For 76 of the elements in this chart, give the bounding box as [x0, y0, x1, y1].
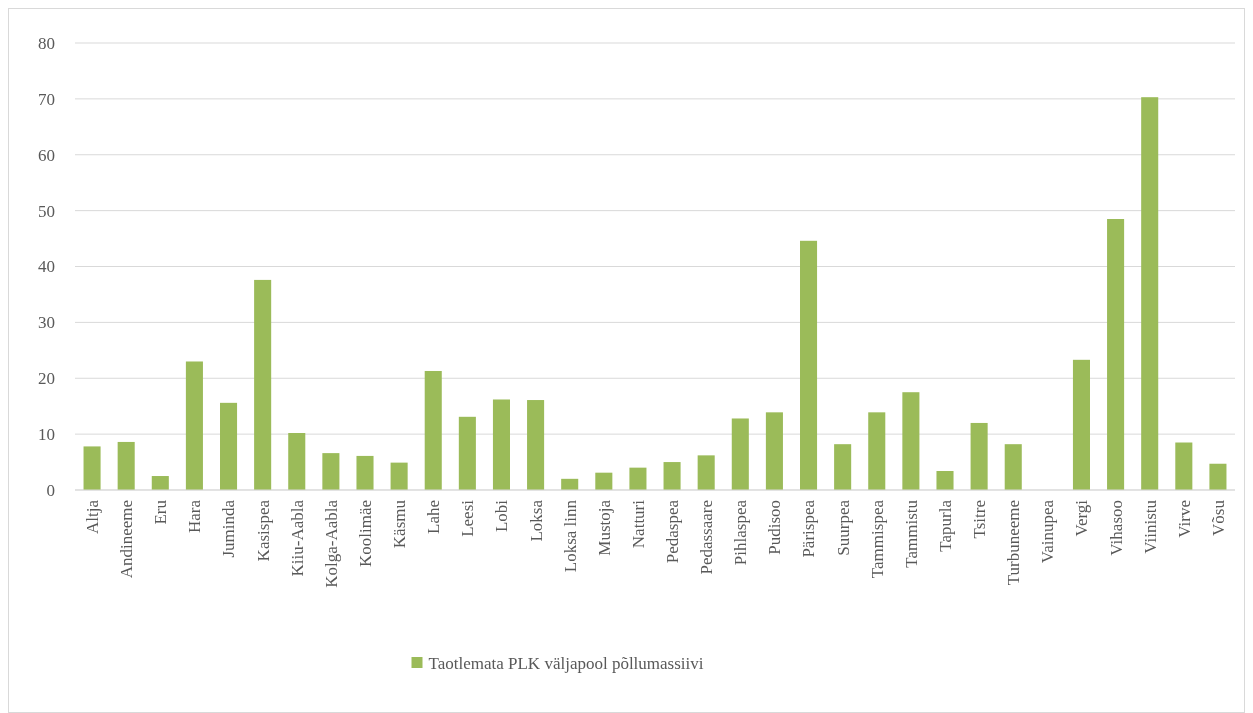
x-tick-label: Tammistu: [901, 499, 921, 568]
bar: [902, 392, 920, 490]
x-tick-label: Juminda: [219, 499, 239, 558]
y-tick-label: 20: [38, 369, 55, 389]
bar: [220, 402, 238, 490]
bar: [527, 400, 545, 490]
y-tick-label: 70: [38, 89, 55, 109]
x-tick-label: Kolga-Aabla: [321, 499, 341, 588]
bar: [663, 462, 681, 490]
bar: [424, 370, 442, 490]
y-tick-label: 60: [38, 145, 55, 165]
bar: [834, 444, 852, 490]
bar: [1107, 219, 1125, 490]
x-tick-label: Tsitre: [970, 500, 990, 539]
y-tick-label: 80: [38, 33, 55, 53]
x-tick-label: Kiiu-Aabla: [287, 499, 307, 577]
x-tick-label: Vainupea: [1038, 499, 1058, 564]
y-tick-label: 0: [46, 480, 55, 500]
x-tick-label: Viinistu: [1140, 499, 1160, 554]
bar: [356, 455, 374, 490]
x-tick-label: Mustoja: [594, 499, 614, 556]
bar: [868, 412, 886, 490]
bar: [288, 433, 306, 490]
x-tick-label: Pärispea: [799, 499, 819, 558]
x-tick-label: Eru: [151, 499, 171, 525]
x-tick-label: Suurpea: [833, 499, 853, 556]
x-tick-label: Tammispea: [867, 499, 887, 579]
x-tick-label: Virve: [1174, 500, 1194, 538]
bar: [970, 422, 988, 490]
x-tick-label: Lobi: [492, 499, 512, 533]
bar: [765, 412, 783, 490]
legend-label: Taotlemata PLK väljapool põllumassiivi: [428, 653, 704, 673]
bar: [629, 467, 647, 490]
bar: [1175, 442, 1193, 490]
x-tick-label: Käsmu: [390, 499, 410, 549]
x-tick-label: Tapurla: [935, 499, 955, 552]
x-tick-label: Loksa: [526, 499, 546, 542]
bar: [697, 455, 715, 490]
bar: [731, 418, 749, 490]
bar: [254, 279, 272, 490]
y-tick-label: 10: [38, 425, 55, 445]
x-tick-label: Pedassaare: [697, 500, 717, 575]
x-tick-label: Andineeme: [117, 500, 137, 579]
x-tick-label: Koolimäe: [355, 500, 375, 568]
bar: [390, 462, 408, 490]
bar: [1004, 444, 1022, 490]
x-tick-label: Turbuneeme: [1004, 500, 1024, 586]
bar: [117, 441, 135, 490]
x-tick-label: Võsu: [1208, 499, 1228, 536]
x-tick-label: Natturi: [628, 499, 648, 549]
y-tick-label: 30: [38, 313, 55, 333]
bar: [1141, 97, 1159, 490]
x-tick-label: Vihasoo: [1106, 500, 1126, 556]
bar: [458, 416, 476, 490]
x-tick-label: Vergi: [1072, 499, 1092, 537]
x-tick-label: Pihlaspea: [731, 499, 751, 566]
y-tick-label: 50: [38, 201, 55, 221]
y-tick-label: 40: [38, 257, 55, 277]
bar: [492, 399, 510, 490]
bar: [151, 476, 169, 490]
x-tick-label: Altja: [83, 499, 103, 534]
x-tick-label: Loksa linn: [560, 499, 580, 573]
x-tick-label: Pudisoo: [765, 500, 785, 555]
bar: [185, 361, 203, 490]
x-tick-label: Pedaspea: [663, 499, 683, 564]
x-tick-label: Lahe: [424, 500, 444, 534]
bar: [83, 446, 101, 490]
x-tick-label: Kasispea: [253, 499, 273, 562]
bar: [800, 240, 818, 490]
bar: [322, 453, 340, 490]
bar: [1209, 463, 1227, 490]
x-tick-label: Leesi: [458, 499, 478, 537]
bar: [1072, 359, 1090, 490]
bar: [936, 471, 954, 490]
x-tick-label: Hara: [185, 499, 205, 534]
bar: [595, 472, 613, 490]
